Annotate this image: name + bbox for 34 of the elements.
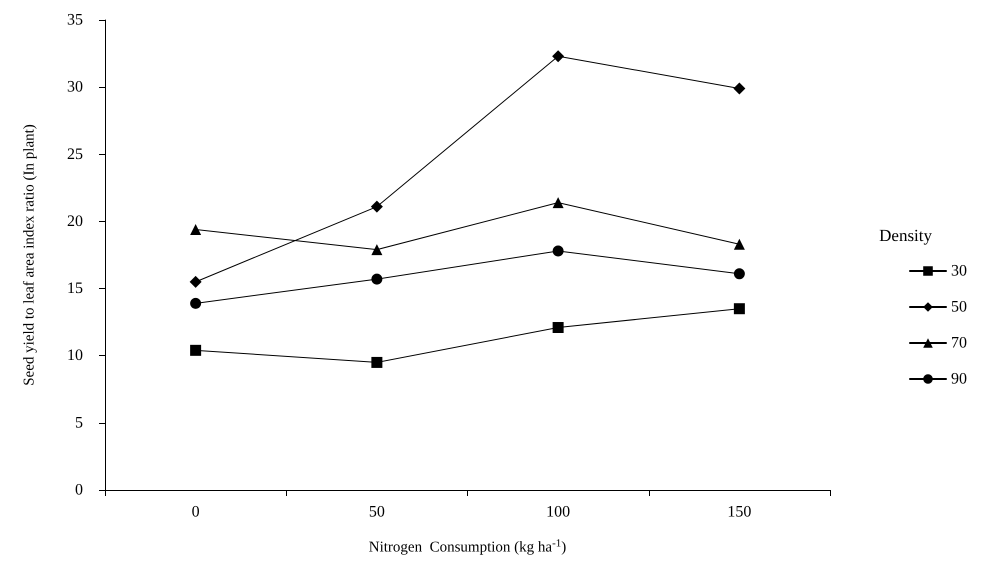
point [733,82,746,94]
point [371,244,382,256]
x-tick-label: 150 [727,504,752,520]
point [734,303,745,314]
y-tick-label: 0 [75,482,83,498]
point [552,197,564,208]
y-tick-label: 5 [75,414,83,432]
point [552,245,564,256]
y-tick-label: 20 [67,212,83,230]
y-tick-label: 35 [67,12,83,28]
y-tick-label: 15 [67,280,83,298]
point [190,344,202,356]
x-tick-label: 0 [192,504,200,520]
point [190,276,202,288]
point [734,238,745,250]
point [552,322,564,334]
y-tick-label: 25 [67,146,83,163]
x-tick-label: 100 [546,504,570,520]
point [371,274,382,285]
legend-label: 50 [951,298,967,316]
point [371,356,382,368]
point [370,200,383,213]
legend-title: Density [879,226,932,245]
point [190,224,202,235]
point [190,298,202,309]
point [734,268,745,280]
point [552,50,564,62]
y-tick-label: 30 [67,78,83,96]
legend-label: 90 [951,370,967,388]
x-tick-label: 50 [368,504,385,520]
legend-label: 70 [951,334,967,352]
y-axis-title: Seed yield to leaf area index ratio (In plant) [22,124,38,386]
y-tick-label: 10 [67,347,83,364]
legend-label: 30 [951,262,967,280]
